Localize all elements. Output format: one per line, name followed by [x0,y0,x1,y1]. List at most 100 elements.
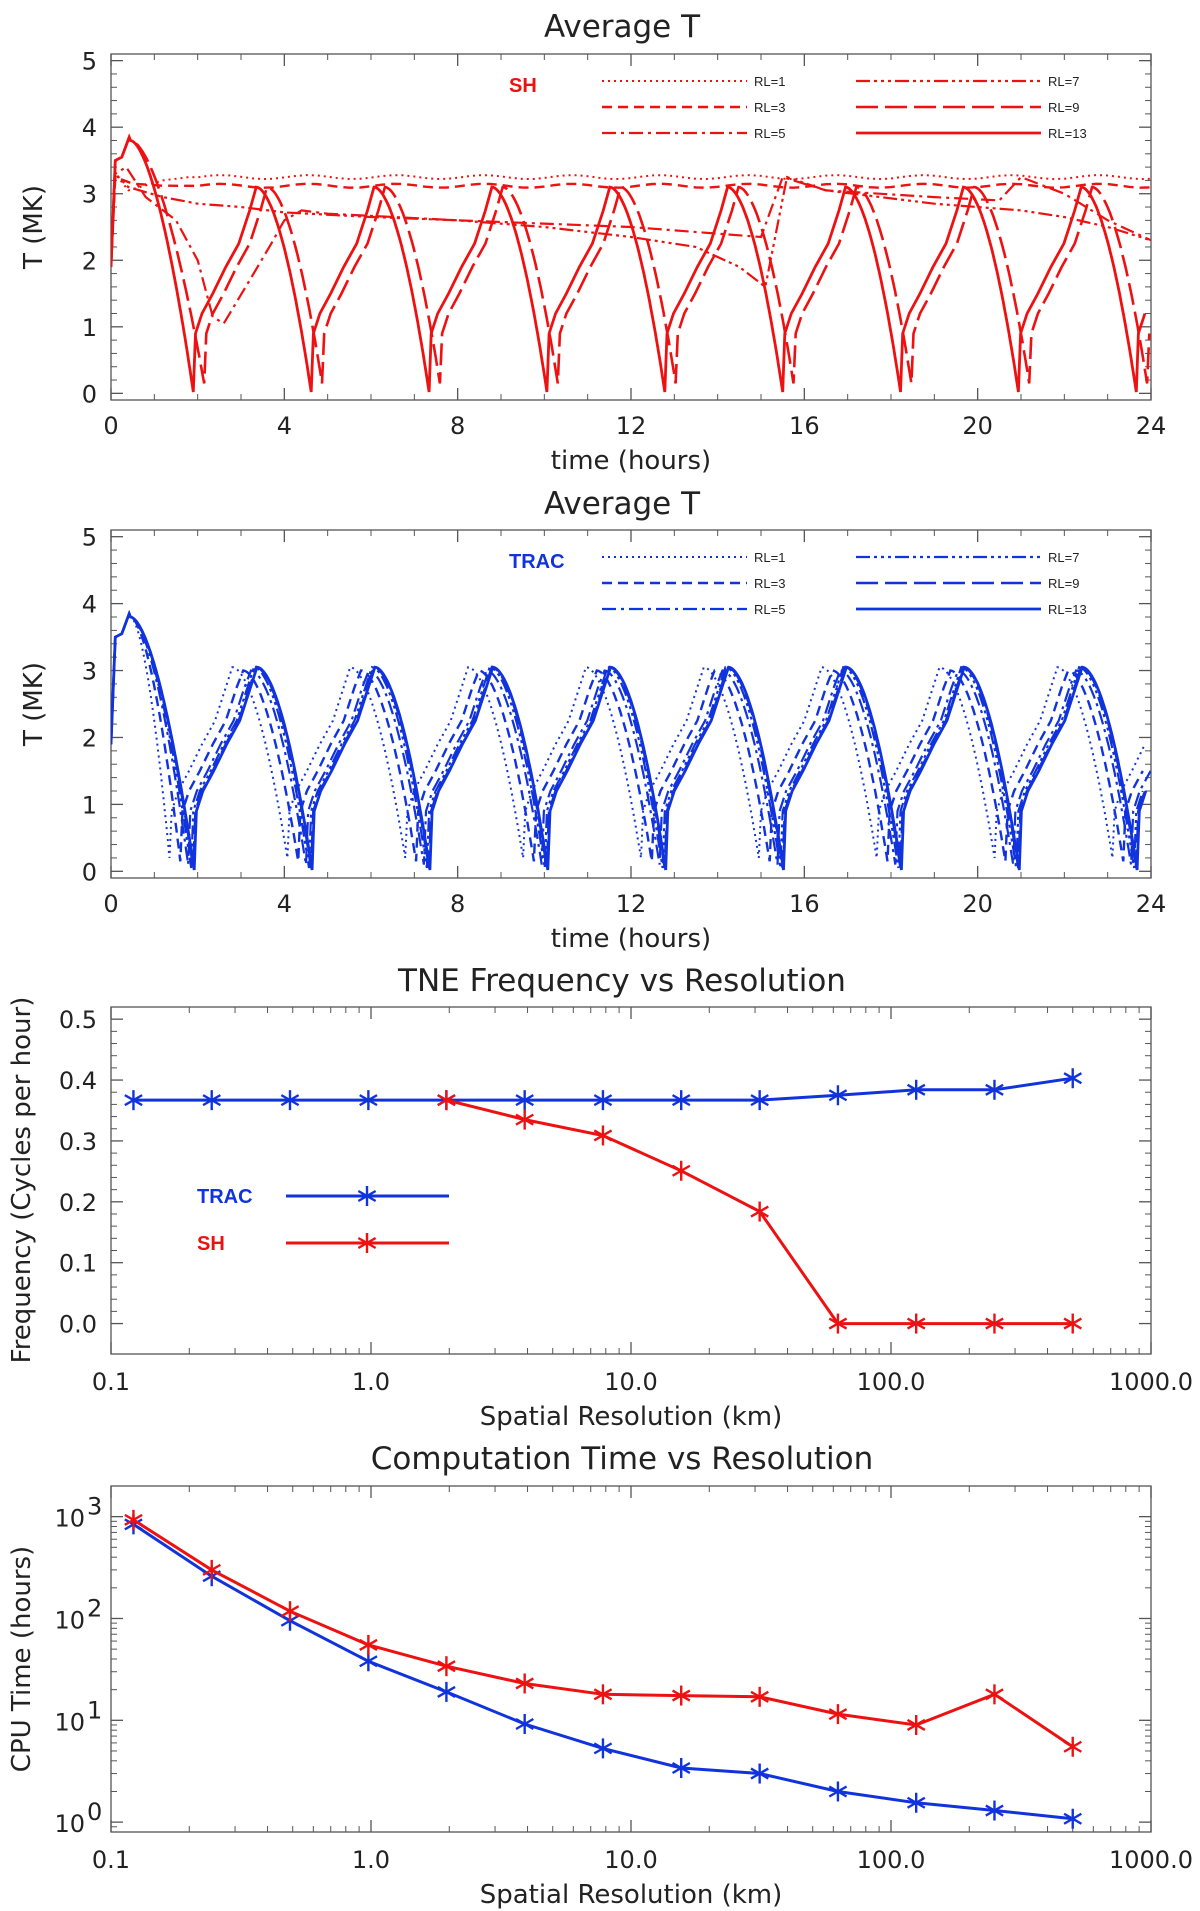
x-tick-label: 1.0 [352,1368,390,1396]
data-point [750,1090,769,1111]
chart-title: Computation Time vs Resolution [371,1441,874,1477]
x-axis-label: time (hours) [551,924,711,954]
star-stroke [202,1094,221,1107]
data-lines [111,609,1151,871]
legend-label: RL=1 [754,550,785,565]
y-tick-label: 0.4 [59,1067,97,1095]
x-tick-label: 100.0 [857,1368,926,1396]
data-point [515,1713,534,1734]
legend-label: RL=13 [1048,602,1087,617]
y-tick-label: 10 [54,1810,85,1838]
x-tick-label: 10.0 [604,1846,657,1874]
data-point [593,1738,613,1759]
x-tick-label: 1000.0 [1109,1368,1193,1396]
x-tick-label: 20 [962,412,993,440]
star-stroke [359,1655,378,1668]
chart-title: Average T [544,486,701,522]
star-stroke [1063,1812,1082,1825]
y-tick-label: 2 [82,724,97,752]
data-point [437,1656,456,1677]
legend-label: RL=7 [1048,74,1079,89]
legend-label: RL=5 [754,126,785,141]
legend-label: RL=1 [754,74,785,89]
star-stroke [437,1094,456,1107]
chart-title: TNE Frequency vs Resolution [397,963,846,999]
series-line-series-1 [132,1518,1074,1748]
data-point [750,1686,769,1707]
star-stroke [906,1317,926,1330]
series-line-rl7 [111,610,1144,869]
data-point [985,1800,1004,1821]
series-line-rl3 [111,175,1151,267]
data-point [671,1160,691,1181]
y-tick-label: 0.0 [59,1311,97,1339]
star-stroke [828,1785,848,1798]
data-point [750,1763,769,1784]
star-stroke [280,1605,300,1618]
star-stroke [124,1094,143,1107]
x-axis-label: time (hours) [551,446,711,476]
star-stroke [593,1688,613,1701]
plot-frame [110,1485,1152,1833]
data-point [124,1509,143,1530]
star-stroke [671,1164,691,1177]
data-point [985,1313,1004,1334]
legend: TRAC SH [197,1186,449,1255]
y-tick-label: 10 [54,1708,85,1736]
y-tick-exponent: 2 [87,1594,102,1622]
x-tick-label: 100.0 [857,1846,926,1874]
y-tick-label: 4 [82,591,97,619]
panel-cpu-time: Computation Time vs Resolution 0.1 1.0 10.… [7,1441,1193,1910]
chart-title: Average T [544,9,701,45]
star-stroke [828,1089,848,1102]
star-stroke [671,1094,691,1107]
data-point [1063,1313,1082,1334]
series-line-rl13 [111,133,1147,393]
legend-label: RL=13 [1048,126,1087,141]
data-point [280,1090,300,1111]
series-line-rl13 [111,609,1148,871]
x-tick-label: 0 [103,890,118,918]
x-tick-label: 20 [962,890,993,918]
star-stroke [437,1685,456,1698]
data-lines [124,1509,1082,1829]
legend-label: RL=3 [754,100,785,115]
star-stroke [985,1688,1004,1701]
series-line-rl1 [111,171,1151,267]
x-tick-label: 8 [450,412,465,440]
data-point [359,1090,378,1111]
data-point [202,1559,221,1580]
star-stroke [828,1708,848,1721]
y-axis-label: T (MK) [19,185,49,270]
legend-model-label: SH [509,75,537,97]
y-tick-label: 0 [82,858,97,886]
data-point [750,1201,769,1222]
y-tick-label: 0.2 [59,1189,97,1217]
legend-label: RL=9 [1048,100,1079,115]
series-line-rl1 [111,610,1146,859]
x-tick-label: 4 [277,412,292,440]
y-tick-label: 0.1 [59,1250,97,1278]
data-point [985,1684,1004,1705]
y-tick-exponent: 1 [87,1696,102,1724]
x-tick-label: 1000.0 [1109,1846,1193,1874]
star-stroke [985,1804,1004,1817]
y-tick-label: 1 [82,791,97,819]
star-stroke [750,1205,769,1218]
data-point [1063,1068,1082,1089]
star-stroke [1063,1317,1082,1330]
plot-frame [110,1006,1152,1355]
data-lines [124,1068,1082,1334]
star-stroke [437,1660,456,1673]
star-stroke [750,1094,769,1107]
data-point [437,1090,456,1111]
y-tick-label: 5 [82,524,97,552]
x-tick-label: 12 [616,890,647,918]
star-stroke [202,1563,221,1576]
ticks: 0.1 1.0 10.0 100.0 1000.0 0.0 0.1 0.2 0.3 0.4 0.5 [59,1006,1193,1396]
data-point [828,1704,848,1725]
star-stroke [124,1513,143,1526]
data-point [906,1079,926,1100]
